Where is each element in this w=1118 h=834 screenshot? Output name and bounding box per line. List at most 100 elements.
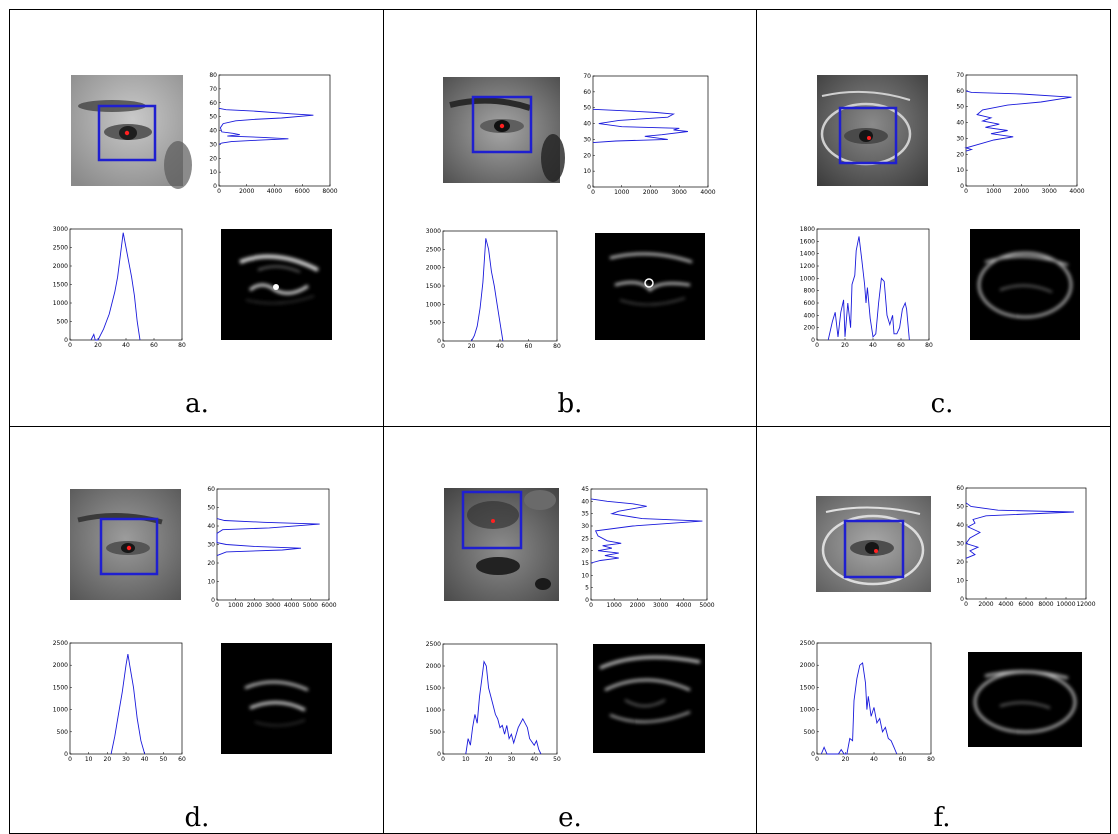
x-tick-label: 1000 [986,188,1001,195]
projection-curve [110,654,146,755]
panel-caption: d. [185,803,210,833]
y-tick-label: 40 [956,522,964,529]
y-tick-label: 1500 [800,684,815,691]
y-tick-label: 20 [207,560,215,567]
y-tick-label: 40 [581,498,589,505]
x-tick-label: 2000 [239,188,254,195]
plot-frame [816,642,932,755]
x-tick-label: 2000 [978,601,993,608]
panel-caption: c. [931,389,954,419]
y-tick-label: 10 [956,578,964,585]
vertical-projection-chart-c: 0 1000 2000 3000 4000 0 10 20 30 40 50 60 70 [956,72,1084,195]
projection-curve [590,498,703,564]
y-tick-label: 60 [209,100,217,107]
x-tick-label: 0 [441,343,445,350]
y-tick-label: 10 [956,167,964,174]
y-tick-label: 30 [209,141,217,148]
x-tick-label: 10000 [1056,601,1075,608]
x-tick-label: 50 [553,756,561,763]
y-tick-label: 20 [956,151,964,158]
x-tick-label: 4000 [676,602,691,609]
x-tick-label: 60 [178,756,186,763]
plot-frame [69,642,183,755]
x-tick-label: 4000 [284,602,299,609]
vertical-projection-chart-f: 0 2000 4000 6000 8000 10000 12000 0 10 20 30 40 50 60 [956,485,1095,608]
x-tick-label: 5000 [699,602,714,609]
x-tick-label: 60 [150,342,158,349]
edge-map-b [595,233,705,340]
y-tick-label: 500 [57,319,69,326]
y-tick-label: 20 [209,155,217,162]
x-tick-label: 40 [870,756,878,763]
pupil-marker [126,545,132,551]
plot-frame [965,74,1078,187]
x-tick-label: 6000 [321,602,336,609]
x-tick-label: 40 [122,342,130,349]
x-tick-label: 20 [841,342,849,349]
x-tick-label: 10 [462,756,470,763]
x-tick-label: 80 [927,756,935,763]
y-tick-label: 50 [956,104,964,111]
edge-map-e [593,644,705,753]
y-tick-label: 2000 [800,662,815,669]
y-tick-label: 30 [581,523,589,530]
eye-photo-a [71,75,192,189]
eye-photo-e [444,488,559,601]
plot-frame [216,488,330,601]
y-tick-label: 1200 [800,263,815,270]
x-tick-label: 1000 [228,602,243,609]
panel-caption: b. [558,389,583,419]
x-tick-label: 2000 [643,189,658,196]
y-tick-label: 30 [207,542,215,549]
y-tick-label: 2000 [53,263,68,270]
y-tick-label: 0 [960,183,964,190]
projection-curve [592,108,688,144]
eye-bounding-box [471,95,533,154]
y-tick-label: 0 [213,183,217,190]
projection-curve [965,502,1075,559]
y-tick-label: 0 [811,751,815,758]
y-tick-label: 3000 [426,228,441,235]
pupil-marker [499,123,505,129]
panel-f: 0 2000 4000 6000 8000 10000 120000102030405060… [800,485,1096,833]
x-tick-label: 12000 [1076,601,1095,608]
panel-b: 0 1000 2000 3000 4000 0 10 20 30 40 50 60 70 0 20 40 60… [426,73,716,419]
y-tick-label: 60 [583,89,591,96]
y-tick-label: 1000 [426,707,441,714]
y-tick-label: 0 [960,596,964,603]
horizontal-projection-chart-f: 0 20 40 60 80 0 500 1000 1500 2000 2500 [800,640,935,763]
y-tick-label: 200 [804,325,816,332]
plot-frame [442,643,558,755]
x-tick-label: 30 [122,756,130,763]
horizontal-projection-chart-b: 0 20 40 60 80 0 500 1000 1500 2000 2500 3000 [426,228,561,350]
y-tick-label: 30 [583,136,591,143]
y-tick-label: 40 [956,120,964,127]
x-tick-label: 2000 [247,602,262,609]
y-tick-label: 1500 [53,684,68,691]
plot-frame [816,228,930,341]
y-tick-label: 45 [581,486,589,493]
vertical-projection-chart-a: 0 2000 4000 6000 8000 0 10 20 30 40 50 60 70 80 [209,72,337,195]
y-tick-label: 20 [581,548,589,555]
y-tick-label: 60 [956,88,964,95]
y-tick-label: 600 [804,300,816,307]
y-tick-label: 70 [956,72,964,79]
projection-curve [218,107,314,145]
x-tick-label: 30 [508,756,516,763]
edge-map-f [968,652,1082,747]
y-tick-label: 0 [585,597,589,604]
edge-map-a [221,229,332,340]
y-tick-label: 0 [437,338,441,345]
projection-curve [471,238,504,342]
y-tick-label: 1500 [53,282,68,289]
x-tick-label: 0 [215,602,219,609]
eye-bounding-box [838,106,898,165]
projection-curve [820,662,898,755]
horizontal-projection-chart-c: 0 20 40 60 800200400600800100012001400160018… [800,226,933,349]
y-tick-label: 1000 [53,707,68,714]
eye-photo-d [70,489,181,600]
x-tick-label: 1000 [607,602,622,609]
y-tick-label: 50 [209,114,217,121]
